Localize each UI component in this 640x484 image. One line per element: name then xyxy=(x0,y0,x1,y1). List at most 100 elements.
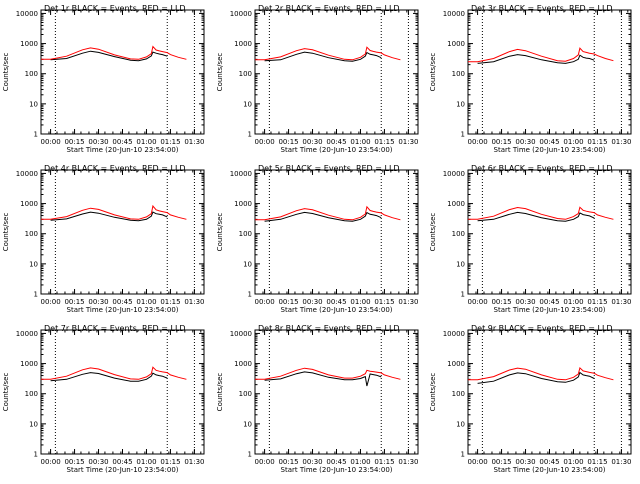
events-series xyxy=(477,211,595,222)
x-tick-label: 00:15 xyxy=(64,458,84,466)
y-tick-label: 1000 xyxy=(20,40,38,48)
chart-panel: Det 4r BLACK = Events, RED = LLD 1 10 100 10… xyxy=(2,164,205,314)
x-tick-label: 00:15 xyxy=(64,138,84,146)
y-tick-label: 10000 xyxy=(443,330,465,338)
lld-series xyxy=(255,367,401,380)
x-tick-label: 01:30 xyxy=(398,298,418,306)
y-tick-label: 1000 xyxy=(447,200,465,208)
chart-title: Det 4r BLACK = Events, RED = LLD xyxy=(44,164,186,173)
lld-series xyxy=(41,45,187,60)
lld-series xyxy=(255,205,401,221)
x-tick-label: 00:30 xyxy=(515,458,535,466)
x-tick-label: 00:30 xyxy=(515,298,535,306)
lld-series xyxy=(41,366,187,380)
x-tick-label: 00:15 xyxy=(278,138,298,146)
y-tick-label: 100 xyxy=(239,70,252,78)
y-tick-label: 1000 xyxy=(20,200,38,208)
x-tick-label: 00:00 xyxy=(467,458,487,466)
x-tick-label: 01:30 xyxy=(398,458,418,466)
y-tick-label: 1 xyxy=(461,131,465,139)
chart-panel: Det 8r BLACK = Events, RED = LLD 1 10 100 10… xyxy=(216,324,419,474)
x-tick-label: 00:00 xyxy=(467,298,487,306)
x-tick-label: 01:30 xyxy=(611,138,631,146)
y-tick-label: 10 xyxy=(456,100,465,108)
chart-panel: Det 5r BLACK = Events, RED = LLD 1 10 100 10… xyxy=(216,164,419,314)
x-tick-label: 01:00 xyxy=(136,138,156,146)
y-tick-label: 100 xyxy=(239,230,252,238)
y-tick-label: 100 xyxy=(25,230,38,238)
x-tick-label: 00:30 xyxy=(88,138,108,146)
y-tick-label: 1 xyxy=(34,291,38,299)
chart-title: Det 1r BLACK = Events, RED = LLD xyxy=(44,4,186,13)
chart-title: Det 9r BLACK = Events, RED = LLD xyxy=(471,324,613,333)
x-tick-label: 00:45 xyxy=(326,458,346,466)
y-tick-label: 10 xyxy=(29,420,38,428)
chart-panel: Det 6r BLACK = Events, RED = LLD 1 10 100 10… xyxy=(429,164,632,314)
x-tick-label: 00:45 xyxy=(112,298,132,306)
chart-panel: Det 1r BLACK = Events, RED = LLD 1 10 100 10… xyxy=(2,4,205,154)
events-series xyxy=(264,51,382,62)
chart-title: Det 8r BLACK = Events, RED = LLD xyxy=(258,324,400,333)
chart-panel: Det 2r BLACK = Events, RED = LLD 1 10 100 10… xyxy=(216,4,419,154)
x-axis-label: Start Time (20-Jun-10 23:54:00) xyxy=(67,146,179,154)
x-tick-label: 01:15 xyxy=(587,298,607,306)
y-tick-label: 1 xyxy=(461,291,465,299)
plot-frame xyxy=(40,9,205,135)
x-tick-label: 00:30 xyxy=(88,458,108,466)
x-tick-label: 00:15 xyxy=(491,298,511,306)
plot-frame xyxy=(254,329,419,455)
y-axis-label: Counts/sec xyxy=(429,373,437,412)
y-tick-label: 100 xyxy=(25,70,38,78)
y-tick-label: 1000 xyxy=(447,40,465,48)
plot-frame xyxy=(40,329,205,455)
y-tick-label: 10000 xyxy=(443,10,465,18)
y-tick-label: 1000 xyxy=(20,360,38,368)
x-tick-label: 01:15 xyxy=(160,458,180,466)
plot-frame xyxy=(467,169,632,295)
plot-frame xyxy=(254,9,419,135)
x-axis-label: Start Time (20-Jun-10 23:54:00) xyxy=(67,466,179,474)
x-tick-label: 01:30 xyxy=(184,298,204,306)
x-tick-label: 00:45 xyxy=(539,138,559,146)
x-tick-label: 01:15 xyxy=(587,458,607,466)
events-series xyxy=(264,211,382,222)
chart-panel: Det 7r BLACK = Events, RED = LLD 1 10 100 10… xyxy=(2,324,205,474)
y-tick-label: 10 xyxy=(456,260,465,268)
x-tick-label: 00:00 xyxy=(40,138,60,146)
x-tick-label: 01:00 xyxy=(136,298,156,306)
y-tick-label: 10000 xyxy=(16,330,38,338)
x-tick-label: 00:30 xyxy=(302,458,322,466)
y-tick-label: 1 xyxy=(34,131,38,139)
y-tick-label: 100 xyxy=(452,390,465,398)
x-tick-label: 00:00 xyxy=(254,298,274,306)
y-tick-label: 10 xyxy=(456,420,465,428)
x-tick-label: 00:30 xyxy=(515,138,535,146)
x-tick-label: 01:15 xyxy=(374,138,394,146)
x-tick-label: 01:00 xyxy=(563,298,583,306)
x-tick-label: 00:15 xyxy=(278,458,298,466)
x-tick-label: 01:00 xyxy=(350,298,370,306)
x-tick-label: 00:45 xyxy=(539,458,559,466)
y-tick-label: 10000 xyxy=(230,330,252,338)
x-tick-label: 00:00 xyxy=(254,138,274,146)
x-tick-label: 00:00 xyxy=(467,138,487,146)
x-tick-label: 01:30 xyxy=(611,298,631,306)
chart-panel: Det 9r BLACK = Events, RED = LLD 1 10 100 10… xyxy=(429,324,632,474)
x-tick-label: 01:15 xyxy=(160,298,180,306)
y-tick-label: 10000 xyxy=(230,10,252,18)
chart-panel: Det 3r BLACK = Events, RED = LLD 1 10 100 10… xyxy=(429,4,632,154)
x-tick-label: 00:15 xyxy=(491,138,511,146)
y-tick-label: 1 xyxy=(248,291,252,299)
y-axis-label: Counts/sec xyxy=(2,213,10,252)
x-tick-label: 00:30 xyxy=(88,298,108,306)
x-tick-label: 00:45 xyxy=(112,458,132,466)
y-tick-label: 1 xyxy=(248,131,252,139)
x-axis-label: Start Time (20-Jun-10 23:54:00) xyxy=(281,146,393,154)
y-tick-label: 100 xyxy=(239,390,252,398)
chart-title: Det 7r BLACK = Events, RED = LLD xyxy=(44,324,186,333)
chart-title: Det 3r BLACK = Events, RED = LLD xyxy=(471,4,613,13)
x-tick-label: 00:45 xyxy=(112,138,132,146)
lld-series xyxy=(468,206,614,220)
